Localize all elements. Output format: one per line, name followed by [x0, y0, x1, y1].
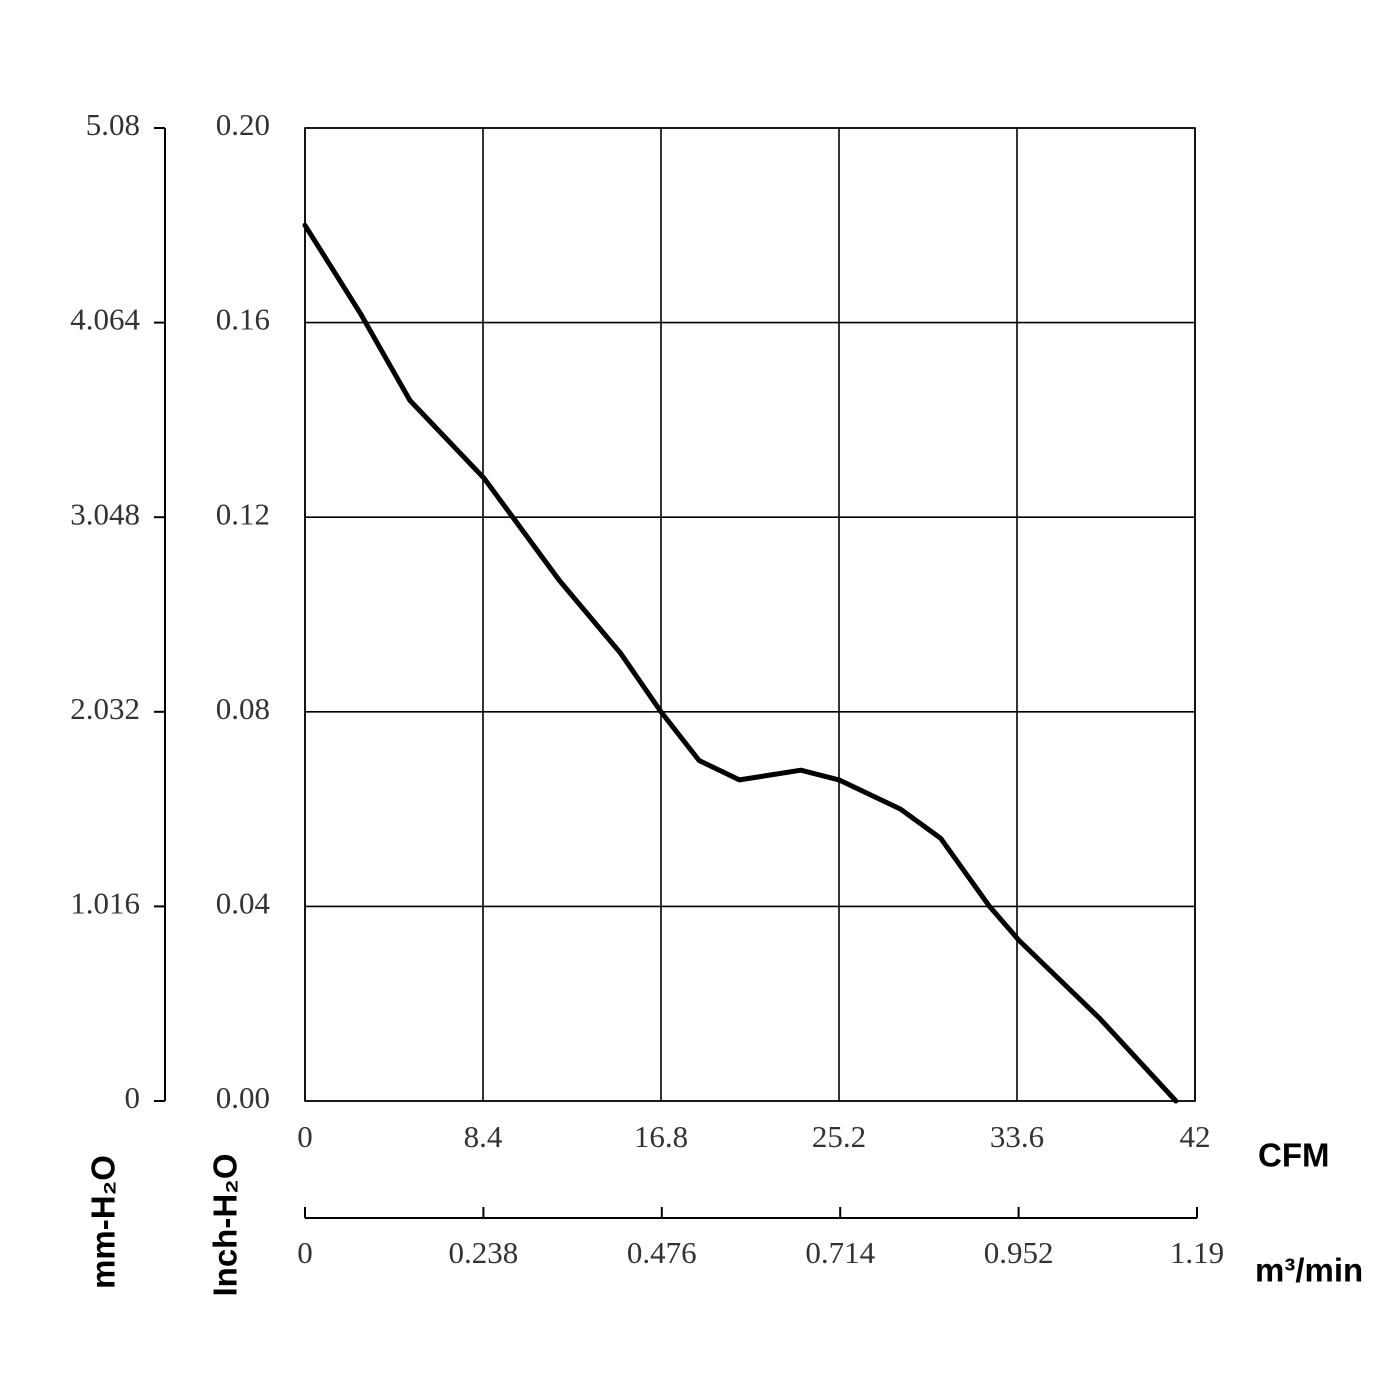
x2-tick-label: 0.714: [805, 1235, 875, 1270]
x2-tick-label: 0.238: [449, 1235, 519, 1270]
y-axis-title: Inch-H₂O: [207, 1154, 244, 1297]
y2-tick-label: 2.032: [70, 691, 140, 726]
x-tick-label: 16.8: [634, 1119, 688, 1154]
x-tick-label: 8.4: [464, 1119, 503, 1154]
x2-tick-label: 1.19: [1170, 1235, 1224, 1270]
x-tick-label: 25.2: [812, 1119, 866, 1154]
y2-tick-label: 5.08: [86, 107, 140, 142]
y-tick-label: 0.04: [216, 886, 271, 921]
y-tick-label: 0.20: [216, 107, 270, 142]
y2-axis-title: mm-H₂O: [85, 1155, 122, 1289]
x2-tick-label: 0: [297, 1235, 313, 1270]
x2-tick-label: 0.476: [627, 1235, 697, 1270]
plot-frame: [304, 127, 1196, 1102]
y-tick-label: 0.12: [216, 496, 270, 531]
y-tick-label: 0.00: [216, 1080, 270, 1115]
curve: [302, 222, 1179, 1104]
x-tick-label: 33.6: [990, 1119, 1044, 1154]
x-tick-label: 42: [1180, 1119, 1211, 1154]
x-tick-label: 0: [297, 1119, 313, 1154]
y2-tick-label: 4.064: [70, 302, 140, 337]
y2-tick-label: 0: [125, 1080, 141, 1115]
y-tick-label: 0.16: [216, 302, 270, 337]
x2-tick-label: 0.952: [984, 1235, 1054, 1270]
y2-tick-label: 1.016: [70, 886, 140, 921]
x-axis-title: CFM: [1258, 1137, 1329, 1174]
y2-tick-label: 3.048: [70, 496, 140, 531]
y-tick-label: 0.08: [216, 691, 270, 726]
x2-axis-title: m³/min: [1255, 1252, 1363, 1289]
